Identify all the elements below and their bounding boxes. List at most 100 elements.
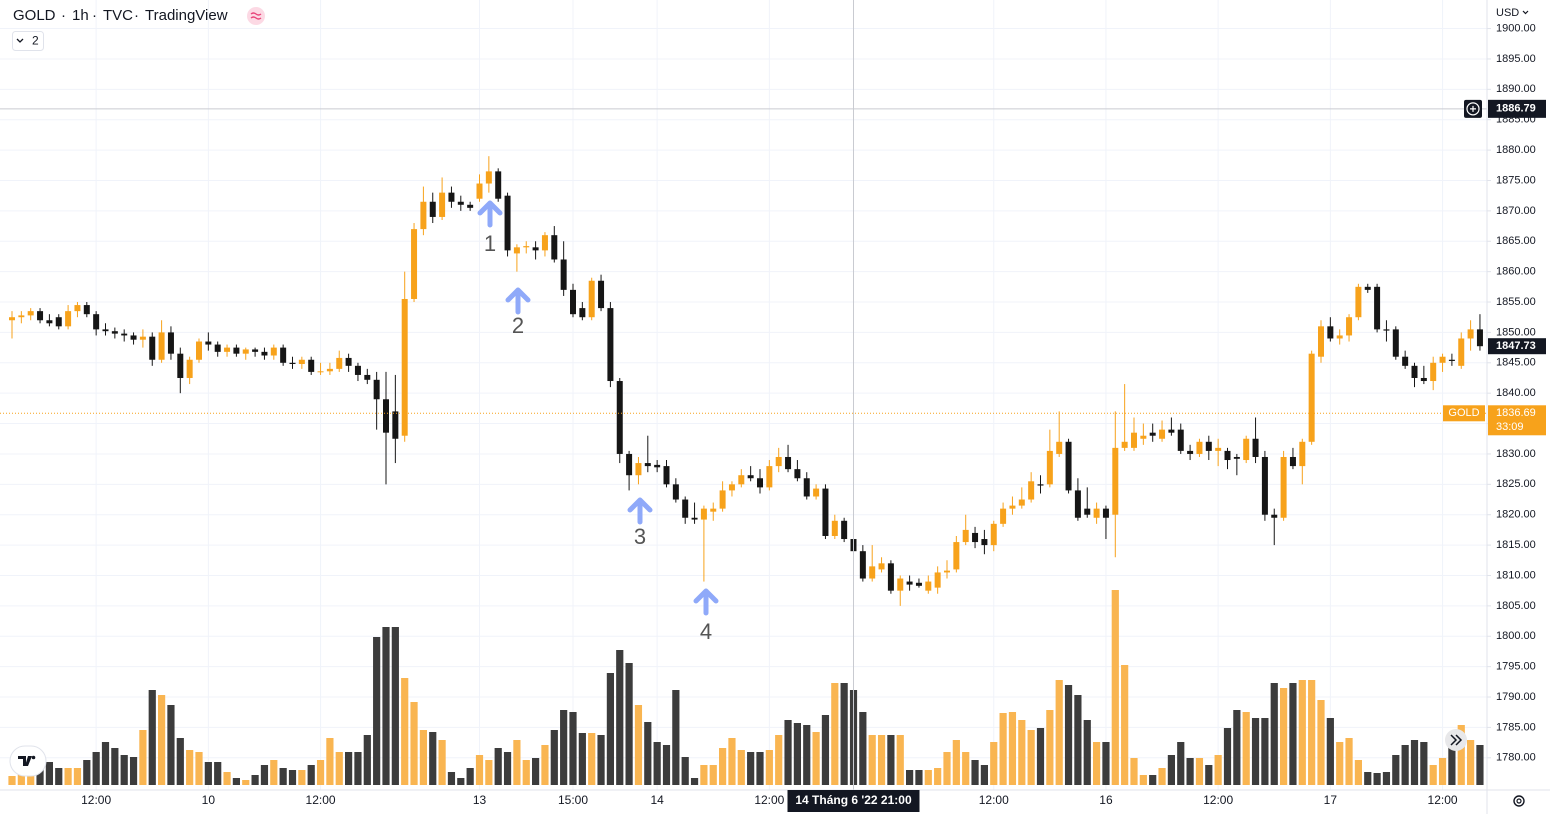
volume-bar xyxy=(1233,710,1241,785)
legend[interactable]: GOLD · 1h · TVC · TradingView xyxy=(13,7,265,25)
currency[interactable]: USD xyxy=(1496,7,1519,19)
volume-bar xyxy=(335,752,343,785)
y-tick-label: 1870.00 xyxy=(1496,205,1536,217)
volume-bar xyxy=(214,762,222,785)
volume-bar xyxy=(111,748,119,785)
candle-body xyxy=(757,478,763,488)
candle-body xyxy=(785,456,792,470)
volume-bar xyxy=(522,760,530,785)
candle-body xyxy=(121,333,128,336)
indicator-toggle[interactable]: 2 xyxy=(12,31,44,51)
candle-body xyxy=(738,475,745,485)
candle-body xyxy=(1308,353,1315,442)
scroll-to-realtime[interactable] xyxy=(1445,729,1467,751)
chevron xyxy=(16,38,24,43)
candle-body xyxy=(1205,441,1212,451)
candle-body xyxy=(962,529,969,543)
volume-bar xyxy=(1429,765,1437,785)
volume-bar xyxy=(690,778,699,785)
y-tick-label: 1810.00 xyxy=(1496,569,1536,581)
candle-body xyxy=(1271,514,1278,518)
candle-body xyxy=(280,347,287,363)
candle-body xyxy=(37,311,44,321)
settings[interactable] xyxy=(1513,795,1525,807)
tradingview-logo[interactable] xyxy=(9,745,47,777)
volume-bar xyxy=(1476,745,1484,785)
separator: · xyxy=(134,7,139,24)
candle-body xyxy=(981,539,988,546)
volume-bar xyxy=(644,722,652,785)
candle-body xyxy=(429,201,436,217)
candle-body xyxy=(925,581,932,591)
settings-gear[interactable] xyxy=(1513,795,1525,807)
volume-bar xyxy=(1392,755,1400,785)
candle-body xyxy=(354,365,361,375)
candle-body xyxy=(1056,441,1063,454)
candle-body xyxy=(495,171,502,199)
candle-body xyxy=(233,347,240,354)
candle-body xyxy=(1467,329,1474,339)
chevron xyxy=(1522,10,1529,15)
add-alert-plus xyxy=(1470,105,1476,112)
volume-bar xyxy=(101,742,110,785)
volume-bar xyxy=(831,683,839,785)
annotation-arrow xyxy=(693,588,719,616)
candle-body xyxy=(878,563,885,570)
candle-body xyxy=(1028,481,1035,500)
volume-bar xyxy=(747,752,755,785)
volume-bar xyxy=(934,768,942,785)
candle-body xyxy=(261,351,268,356)
volume-bar xyxy=(447,772,456,785)
volume-bar xyxy=(1093,742,1101,785)
volume-bar xyxy=(999,713,1007,785)
candle-body xyxy=(822,488,829,536)
candle-layer xyxy=(9,156,1483,606)
candle-body xyxy=(401,298,408,436)
volume-bar xyxy=(1008,712,1017,785)
candle-body xyxy=(1448,359,1455,361)
volume-bar xyxy=(541,745,549,785)
candle-body xyxy=(1299,441,1306,467)
volume-bar xyxy=(279,768,287,785)
x-tick-label: 13 xyxy=(473,793,487,807)
volume-bar xyxy=(391,627,399,785)
currency-menu[interactable]: USD xyxy=(1496,7,1529,19)
separator: · xyxy=(92,7,97,24)
candle-body xyxy=(1224,450,1231,461)
candle-body xyxy=(915,582,922,586)
volume-bar xyxy=(737,750,745,785)
candle-body xyxy=(934,572,941,588)
candle-body xyxy=(1121,441,1128,448)
status-icon[interactable] xyxy=(247,7,265,25)
candle-body xyxy=(224,347,231,352)
volume-bar xyxy=(148,690,156,785)
candle-body xyxy=(111,331,118,334)
candle-body xyxy=(1177,429,1184,451)
volume-bar xyxy=(728,738,736,785)
volume-bar xyxy=(485,760,493,785)
candle-body xyxy=(504,195,511,251)
candle-body xyxy=(93,314,100,330)
volume-bar xyxy=(1055,680,1063,785)
candle-body xyxy=(794,469,801,479)
candle-body xyxy=(1084,508,1091,515)
volume-bar xyxy=(139,730,147,785)
candle-body xyxy=(803,478,810,497)
symbol[interactable]: GOLD xyxy=(13,7,56,24)
x-tick-label: 16 xyxy=(1099,793,1113,807)
annotation-arrow xyxy=(477,200,503,228)
interval[interactable]: 1h xyxy=(72,7,89,24)
candle-body xyxy=(448,192,455,202)
candle-body xyxy=(944,570,950,573)
volume-bar xyxy=(429,732,437,785)
candle-body xyxy=(841,520,848,540)
volume-bar xyxy=(840,683,848,785)
y-tick-label: 1855.00 xyxy=(1496,296,1536,308)
volume-bar xyxy=(1364,772,1372,785)
candle-body xyxy=(102,329,109,332)
y-tick-label: 1890.00 xyxy=(1496,83,1536,95)
candle-body xyxy=(252,349,259,352)
indicator-toggle-box[interactable] xyxy=(12,31,44,51)
volume-bar xyxy=(120,755,128,785)
volume-bar xyxy=(1214,755,1222,785)
